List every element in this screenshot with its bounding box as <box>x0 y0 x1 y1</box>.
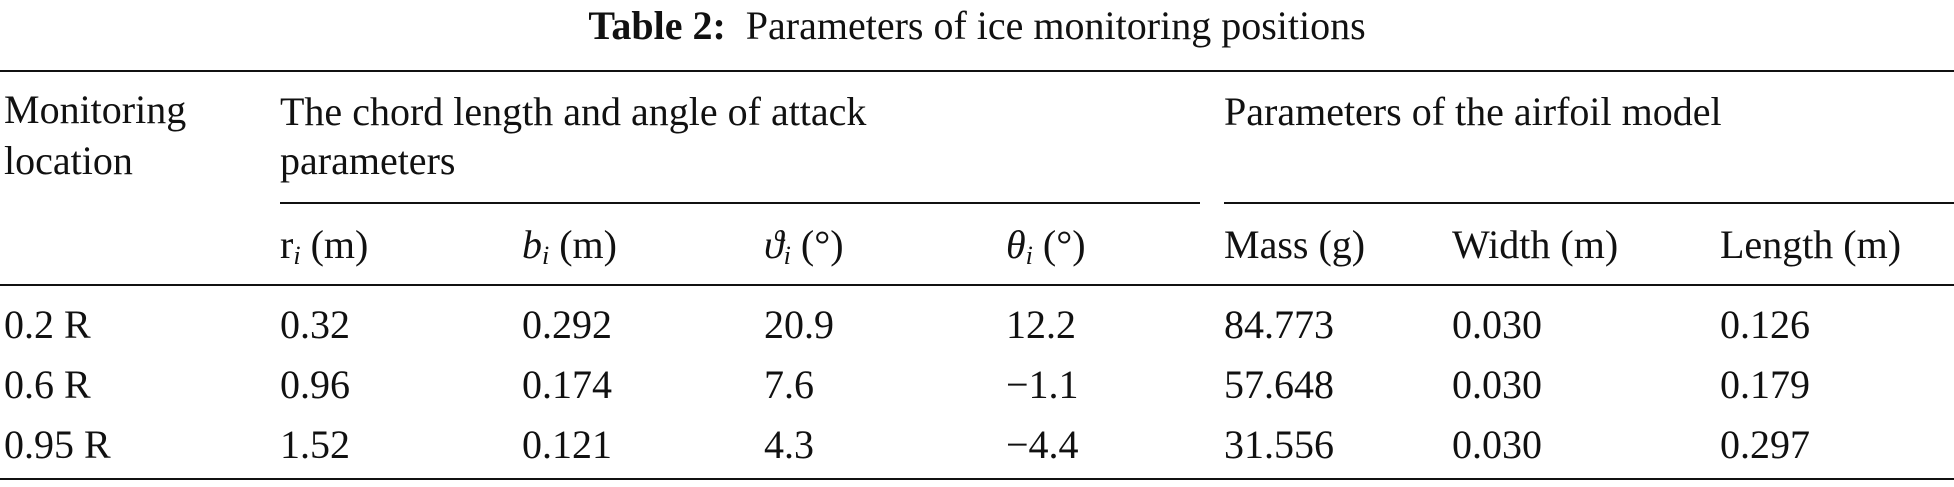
caption-text: Parameters of ice monitoring positions <box>745 3 1366 48</box>
col-header-b-symbol: b <box>522 222 542 267</box>
row1-theta: 12.2 <box>1006 302 1076 347</box>
col-header-b: bi (m) <box>522 220 617 270</box>
row3-theta: −4.4 <box>1006 422 1079 467</box>
col-header-theta-symbol: θ <box>1006 222 1026 267</box>
row1-b: 0.292 <box>522 302 612 347</box>
group-chord-rule <box>280 202 1200 204</box>
row2-b: 0.174 <box>522 362 612 407</box>
row3-location: 0.95 R <box>4 422 111 467</box>
row3-width: 0.030 <box>1452 422 1542 467</box>
row3-mass: 31.556 <box>1224 422 1334 467</box>
col-header-r: ri (m) <box>280 220 368 270</box>
col-header-b-unit: (m) <box>549 222 617 267</box>
row1-width: 0.030 <box>1452 302 1542 347</box>
row1-location: 0.2 R <box>4 302 91 347</box>
table-caption: Table 2: Parameters of ice monitoring po… <box>0 2 1954 50</box>
row2-location: 0.6 R <box>4 362 91 407</box>
col-header-theta: θi (°) <box>1006 220 1086 270</box>
row1-vartheta: 20.9 <box>764 302 834 347</box>
col-header-theta-sub: i <box>1025 241 1033 270</box>
row3-b: 0.121 <box>522 422 612 467</box>
col-header-b-sub: i <box>542 241 550 270</box>
caption-label: Table 2: <box>588 3 726 48</box>
row2-theta: −1.1 <box>1006 362 1079 407</box>
col-header-mass: Mass (g) <box>1224 222 1366 267</box>
col-header-width: Width (m) <box>1452 222 1619 267</box>
row2-length: 0.179 <box>1720 362 1810 407</box>
top-rule <box>0 70 1954 72</box>
col-header-vartheta-sub: i <box>783 241 791 270</box>
row2-mass: 57.648 <box>1224 362 1334 407</box>
col-header-vartheta-symbol: ϑ <box>764 222 784 267</box>
row2-width: 0.030 <box>1452 362 1542 407</box>
row3-length: 0.297 <box>1720 422 1810 467</box>
col-header-vartheta: ϑi (°) <box>764 220 844 270</box>
header-group-chord-line1: The chord length and angle of attack <box>280 89 867 134</box>
row1-mass: 84.773 <box>1224 302 1334 347</box>
col-header-length: Length (m) <box>1720 222 1902 267</box>
header-rule <box>0 284 1954 286</box>
bottom-rule <box>0 478 1954 480</box>
group-airfoil-rule <box>1224 202 1954 204</box>
row3-vartheta: 4.3 <box>764 422 814 467</box>
col-header-theta-unit: (°) <box>1032 222 1086 267</box>
col-header-r-sub: i <box>293 241 301 270</box>
row3-r: 1.52 <box>280 422 350 467</box>
col-header-r-unit: (m) <box>300 222 369 267</box>
row1-r: 0.32 <box>280 302 350 347</box>
col-header-r-symbol: r <box>280 222 294 267</box>
row2-vartheta: 7.6 <box>764 362 814 407</box>
header-location-line1: Monitoring <box>4 87 187 132</box>
col-header-vartheta-unit: (°) <box>790 222 844 267</box>
header-group-airfoil: Parameters of the airfoil model <box>1224 89 1722 134</box>
row1-length: 0.126 <box>1720 302 1810 347</box>
row2-r: 0.96 <box>280 362 350 407</box>
header-group-chord-line2: parameters <box>280 138 456 183</box>
header-location-line2: location <box>4 138 133 183</box>
